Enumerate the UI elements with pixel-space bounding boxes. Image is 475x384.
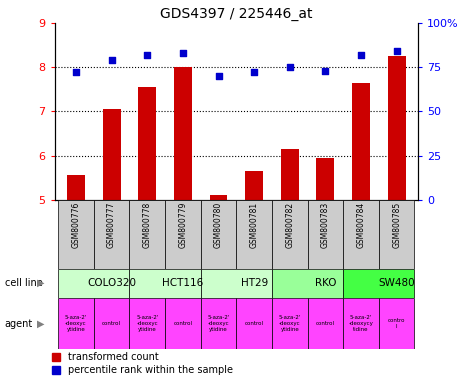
Bar [174,67,192,200]
Bar [94,298,129,349]
Text: COLO320: COLO320 [87,278,136,288]
Bar [343,200,379,269]
Text: GSM800784: GSM800784 [357,202,365,248]
Text: GSM800778: GSM800778 [143,202,152,248]
Bar [58,200,94,269]
Text: GSM800779: GSM800779 [179,202,187,248]
Bar [343,269,414,298]
Text: SW480: SW480 [378,278,415,288]
Bar [58,298,94,349]
Text: GSM800782: GSM800782 [285,202,294,248]
Text: GSM800785: GSM800785 [392,202,401,248]
Text: GSM800776: GSM800776 [72,202,80,248]
Bar [129,200,165,269]
Bar [272,298,308,349]
Point [72,70,80,76]
Bar [94,200,129,269]
Text: cell line: cell line [5,278,42,288]
Bar [352,83,370,200]
Text: HT29: HT29 [240,278,268,288]
Text: control: control [245,321,264,326]
Bar [316,158,334,200]
Text: 5-aza-2'
-deoxyc
ytidine: 5-aza-2' -deoxyc ytidine [136,315,159,332]
Bar [209,195,228,200]
Bar [308,200,343,269]
Text: ▶: ▶ [37,318,44,329]
Text: contro
l: contro l [388,318,405,329]
Text: control: control [173,321,192,326]
Text: RKO: RKO [314,278,336,288]
Text: 5-aza-2'
-deoxycy
tidine: 5-aza-2' -deoxycy tidine [349,315,373,332]
Bar [129,298,165,349]
Title: GDS4397 / 225446_at: GDS4397 / 225446_at [160,7,313,21]
Point [143,52,151,58]
Bar [103,109,121,200]
Text: agent: agent [5,318,33,329]
Bar [272,200,308,269]
Bar [388,56,406,200]
Point [108,57,115,63]
Text: control: control [102,321,121,326]
Point [215,73,222,79]
Point [393,48,400,55]
Bar [201,269,272,298]
Bar [237,298,272,349]
Point [357,52,365,58]
Bar [165,298,200,349]
Text: 5-aza-2'
-deoxyc
ytidine: 5-aza-2' -deoxyc ytidine [207,315,230,332]
Bar [201,298,237,349]
Bar [343,298,379,349]
Bar [138,87,156,200]
Text: GSM800780: GSM800780 [214,202,223,248]
Text: 5-aza-2'
-deoxyc
ytidine: 5-aza-2' -deoxyc ytidine [65,315,87,332]
Text: 5-aza-2'
-deoxyc
ytidine: 5-aza-2' -deoxyc ytidine [278,315,301,332]
Bar [237,200,272,269]
Bar [308,298,343,349]
Bar [379,200,414,269]
Bar [272,269,343,298]
Point [250,70,258,76]
Text: control: control [316,321,335,326]
Bar [245,171,263,200]
Text: GSM800783: GSM800783 [321,202,330,248]
Text: GSM800777: GSM800777 [107,202,116,248]
Bar [58,269,129,298]
Bar [201,200,237,269]
Bar [67,175,85,200]
Bar [165,200,200,269]
Bar [281,149,299,200]
Bar [129,269,200,298]
Text: GSM800781: GSM800781 [250,202,258,248]
Legend: transformed count, percentile rank within the sample: transformed count, percentile rank withi… [52,353,233,375]
Point [179,50,187,56]
Point [286,64,294,70]
Text: ▶: ▶ [37,278,44,288]
Point [322,68,329,74]
Text: HCT116: HCT116 [162,278,203,288]
Bar [379,298,414,349]
